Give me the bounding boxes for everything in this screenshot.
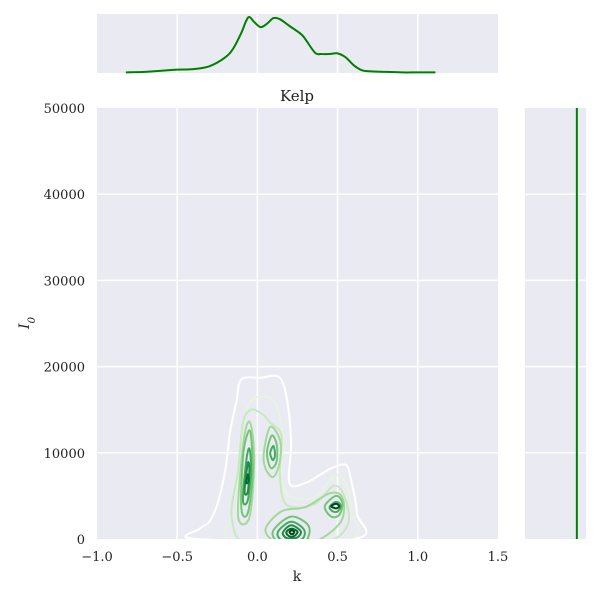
main-gridlines bbox=[97, 108, 498, 539]
kde-contour-level-4 bbox=[271, 515, 311, 539]
x-tick-label: 1.5 bbox=[488, 550, 509, 565]
y-tick-labels: 0 10000 20000 30000 40000 50000 bbox=[44, 102, 85, 548]
chart-title: Kelp bbox=[280, 87, 314, 105]
kde-contour-level-8 bbox=[330, 502, 341, 510]
kde-contours bbox=[184, 374, 368, 539]
kde-contour-level-5 bbox=[269, 444, 277, 462]
x-tick-label: −0.5 bbox=[161, 550, 193, 565]
y-axis-label-main: I bbox=[17, 323, 33, 330]
x-axis-label: k bbox=[293, 569, 302, 585]
marginal-x-density-line bbox=[125, 15, 436, 74]
y-tick-label: 20000 bbox=[44, 361, 85, 376]
kde-contour-level-4 bbox=[265, 434, 279, 470]
y-tick-label: 40000 bbox=[44, 188, 85, 203]
kde-contour-level-5 bbox=[276, 520, 306, 539]
kde-contour-level-5 bbox=[328, 500, 342, 514]
kde-contour-level-0 bbox=[184, 374, 368, 539]
x-tick-label: −1.0 bbox=[81, 550, 113, 565]
kde-contour-level-6 bbox=[281, 524, 302, 539]
kde-contour-level-4 bbox=[240, 429, 254, 518]
marginal-y-panel bbox=[525, 108, 586, 539]
kde-contour-level-4 bbox=[323, 494, 344, 519]
y-tick-label: 50000 bbox=[44, 102, 85, 117]
x-tick-label: 0.5 bbox=[327, 550, 348, 565]
x-tick-labels: −1.0 −0.5 0.0 0.5 1.0 1.5 bbox=[81, 550, 508, 565]
y-tick-label: 0 bbox=[77, 533, 85, 548]
y-axis-label: I0 bbox=[17, 316, 38, 330]
kde-contour-level-8 bbox=[288, 529, 296, 536]
kde-contour-level-5 bbox=[241, 447, 253, 506]
kde-contour-level-6 bbox=[243, 461, 251, 496]
marginal-x-background bbox=[97, 14, 498, 73]
y-tick-label: 10000 bbox=[44, 447, 85, 462]
y-tick-label: 30000 bbox=[44, 274, 85, 289]
kde-contour-level-7 bbox=[285, 527, 299, 538]
main-plot-background bbox=[97, 108, 498, 539]
x-tick-label: 1.0 bbox=[407, 550, 428, 565]
kde-contour-group bbox=[184, 374, 368, 539]
marginal-y-gridlines bbox=[525, 193, 586, 454]
kde-contour-level-3 bbox=[262, 425, 282, 479]
x-tick-label: 0.0 bbox=[247, 550, 268, 565]
kde-contour-level-3 bbox=[236, 420, 256, 526]
y-axis-label-subscript: 0 bbox=[27, 316, 38, 323]
marginal-x-panel bbox=[97, 14, 498, 74]
kde-contour-level-7 bbox=[245, 473, 250, 485]
marginal-y-background bbox=[525, 108, 586, 539]
kde-contour-level-3 bbox=[264, 491, 346, 539]
main-plot-panel bbox=[97, 108, 498, 539]
